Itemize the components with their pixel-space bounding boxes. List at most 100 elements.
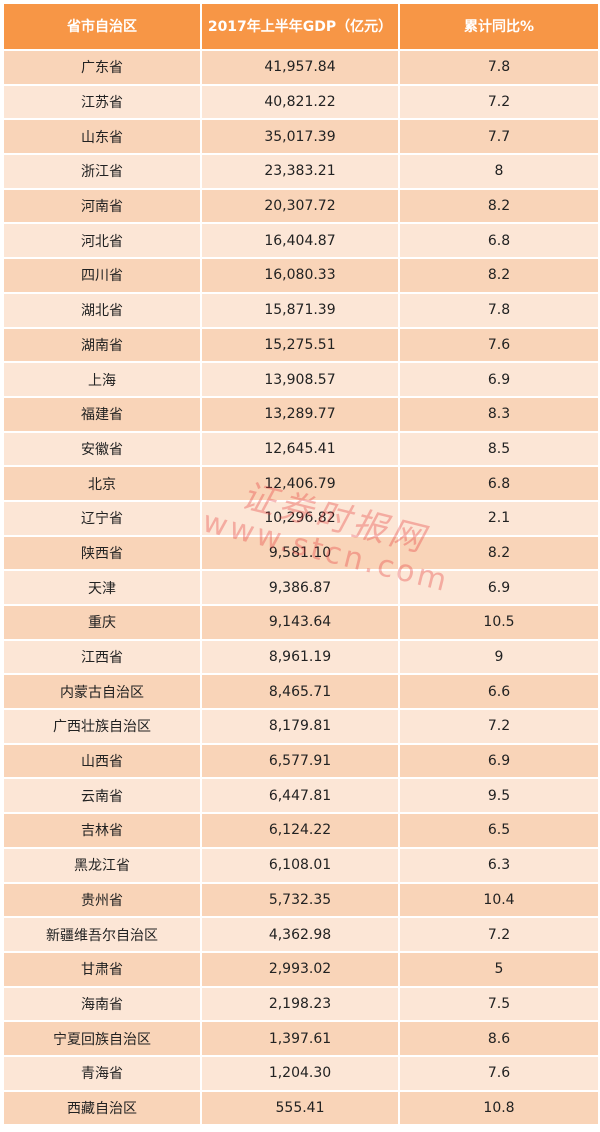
cell-region: 贵州省 [2, 881, 202, 919]
header-gdp: 2017年上半年GDP（亿元） [200, 2, 400, 51]
cell-region: 山西省 [2, 742, 202, 780]
cell-gdp: 8,961.19 [200, 638, 400, 676]
table-row: 天津 9,386.87 6.9 [2, 569, 600, 606]
table-row: 上海 13,908.57 6.9 [2, 361, 600, 398]
cell-gdp: 9,143.64 [200, 604, 400, 641]
cell-gdp: 13,289.77 [200, 395, 400, 433]
cell-growth: 6.8 [398, 465, 600, 502]
cell-region: 云南省 [2, 777, 202, 815]
table-row: 山东省 35,017.39 7.7 [2, 118, 600, 156]
cell-region: 四川省 [2, 257, 202, 294]
cell-growth: 8.2 [398, 187, 600, 225]
cell-growth: 10.4 [398, 881, 600, 919]
cell-gdp: 15,871.39 [200, 291, 400, 329]
cell-growth: 6.9 [398, 361, 600, 398]
header-growth: 累计同比% [398, 2, 600, 51]
table-row: 甘肃省 2,993.02 5 [2, 950, 600, 988]
table-row: 河北省 16,404.87 6.8 [2, 222, 600, 260]
table-row: 湖南省 15,275.51 7.6 [2, 326, 600, 364]
table-row: 海南省 2,198.23 7.5 [2, 985, 600, 1023]
table-row: 湖北省 15,871.39 7.8 [2, 291, 600, 329]
cell-region: 新疆维吾尔自治区 [2, 916, 202, 953]
cell-region: 浙江省 [2, 153, 202, 190]
cell-region: 广东省 [2, 49, 202, 86]
cell-gdp: 1,397.61 [200, 1020, 400, 1057]
table-row: 四川省 16,080.33 8.2 [2, 257, 600, 294]
table-row: 山西省 6,577.91 6.9 [2, 742, 600, 780]
cell-growth: 6.9 [398, 569, 600, 606]
cell-gdp: 20,307.72 [200, 187, 400, 225]
cell-region: 内蒙古自治区 [2, 673, 202, 711]
cell-growth: 7.6 [398, 1054, 600, 1092]
table-row: 西藏自治区 555.41 10.8 [2, 1089, 600, 1127]
cell-region: 湖北省 [2, 291, 202, 329]
cell-gdp: 16,404.87 [200, 222, 400, 260]
cell-growth: 9 [398, 638, 600, 676]
cell-region: 北京 [2, 465, 202, 502]
cell-growth: 10.8 [398, 1089, 600, 1127]
cell-gdp: 23,383.21 [200, 153, 400, 190]
cell-gdp: 12,645.41 [200, 430, 400, 468]
table-body: 广东省 41,957.84 7.8 江苏省 40,821.22 7.2 山东省 35,017.… [2, 49, 600, 1127]
table-row: 河南省 20,307.72 8.2 [2, 187, 600, 225]
cell-growth: 6.3 [398, 846, 600, 884]
cell-gdp: 6,447.81 [200, 777, 400, 815]
table-row: 安徽省 12,645.41 8.5 [2, 430, 600, 468]
cell-region: 西藏自治区 [2, 1089, 202, 1127]
table-row: 北京 12,406.79 6.8 [2, 465, 600, 502]
cell-gdp: 2,993.02 [200, 950, 400, 988]
cell-region: 海南省 [2, 985, 202, 1023]
cell-gdp: 12,406.79 [200, 465, 400, 502]
cell-region: 青海省 [2, 1054, 202, 1092]
cell-region: 广西壮族自治区 [2, 708, 202, 745]
cell-growth: 8.2 [398, 534, 600, 572]
cell-growth: 10.5 [398, 604, 600, 641]
cell-growth: 7.2 [398, 83, 600, 121]
cell-growth: 9.5 [398, 777, 600, 815]
table-row: 青海省 1,204.30 7.6 [2, 1054, 600, 1092]
cell-region: 陕西省 [2, 534, 202, 572]
table-row: 江苏省 40,821.22 7.2 [2, 83, 600, 121]
cell-growth: 8.2 [398, 257, 600, 294]
cell-gdp: 6,108.01 [200, 846, 400, 884]
table-row: 广西壮族自治区 8,179.81 7.2 [2, 708, 600, 745]
cell-gdp: 5,732.35 [200, 881, 400, 919]
table-row: 辽宁省 10,296.82 2.1 [2, 499, 600, 537]
table-row: 重庆 9,143.64 10.5 [2, 604, 600, 641]
cell-region: 辽宁省 [2, 499, 202, 537]
cell-gdp: 9,581.10 [200, 534, 400, 572]
table-row: 浙江省 23,383.21 8 [2, 153, 600, 190]
table-row: 宁夏回族自治区 1,397.61 8.6 [2, 1020, 600, 1057]
cell-growth: 7.6 [398, 326, 600, 364]
table-row: 黑龙江省 6,108.01 6.3 [2, 846, 600, 884]
table-row: 广东省 41,957.84 7.8 [2, 49, 600, 86]
cell-growth: 6.9 [398, 742, 600, 780]
table-row: 云南省 6,447.81 9.5 [2, 777, 600, 815]
cell-region: 天津 [2, 569, 202, 606]
cell-growth: 6.6 [398, 673, 600, 711]
cell-region: 安徽省 [2, 430, 202, 468]
cell-region: 黑龙江省 [2, 846, 202, 884]
cell-region: 福建省 [2, 395, 202, 433]
cell-growth: 7.8 [398, 49, 600, 86]
cell-gdp: 35,017.39 [200, 118, 400, 156]
cell-gdp: 4,362.98 [200, 916, 400, 953]
cell-gdp: 2,198.23 [200, 985, 400, 1023]
cell-growth: 6.8 [398, 222, 600, 260]
cell-region: 江苏省 [2, 83, 202, 121]
cell-growth: 8.5 [398, 430, 600, 468]
cell-gdp: 10,296.82 [200, 499, 400, 537]
cell-gdp: 13,908.57 [200, 361, 400, 398]
cell-gdp: 8,465.71 [200, 673, 400, 711]
cell-growth: 7.8 [398, 291, 600, 329]
table-row: 新疆维吾尔自治区 4,362.98 7.2 [2, 916, 600, 953]
header-row: 省市自治区 2017年上半年GDP（亿元） 累计同比% [2, 2, 600, 51]
cell-growth: 7.5 [398, 985, 600, 1023]
cell-region: 江西省 [2, 638, 202, 676]
cell-region: 吉林省 [2, 812, 202, 849]
table-row: 江西省 8,961.19 9 [2, 638, 600, 676]
cell-region: 重庆 [2, 604, 202, 641]
cell-gdp: 555.41 [200, 1089, 400, 1127]
cell-gdp: 6,124.22 [200, 812, 400, 849]
